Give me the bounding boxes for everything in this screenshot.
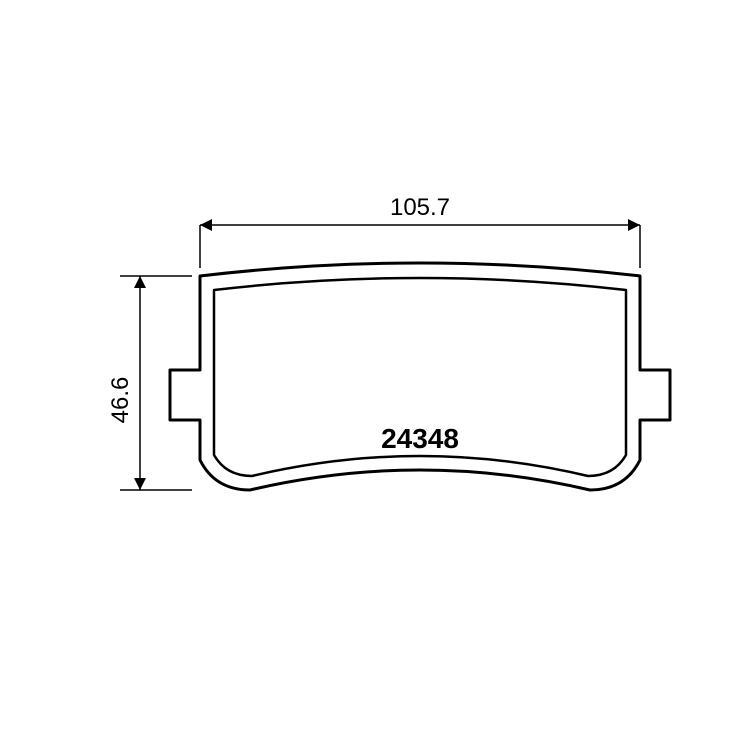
part-number-label: 24348 xyxy=(381,423,459,454)
dim-width-label: 105.7 xyxy=(390,194,450,221)
dim-vertical: 46.6 xyxy=(107,276,192,490)
dim-horizontal: 105.7 xyxy=(200,194,640,268)
dim-height-label: 46.6 xyxy=(107,377,134,424)
